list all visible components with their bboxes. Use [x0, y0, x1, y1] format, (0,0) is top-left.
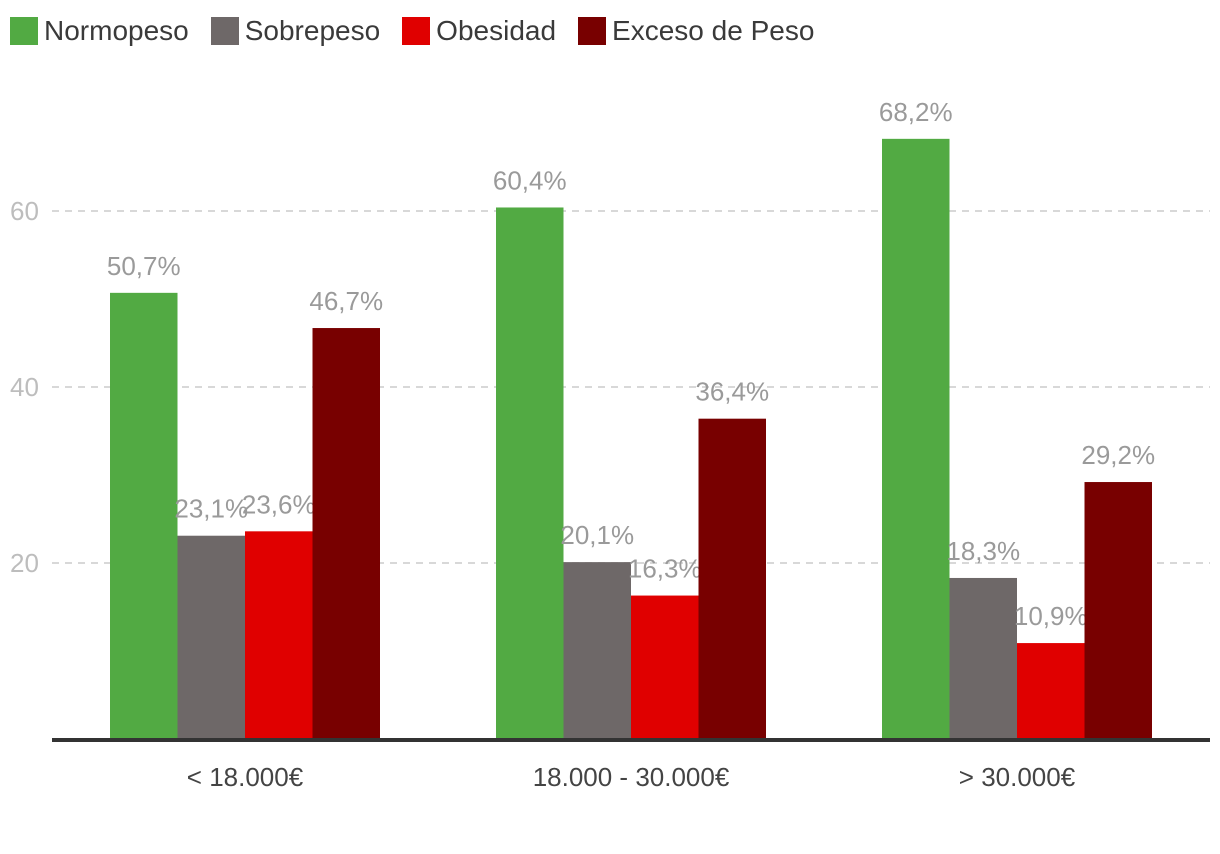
bar: [631, 595, 699, 739]
data-label: 36,4%: [695, 377, 769, 407]
legend-item-2: Obesidad: [402, 15, 556, 47]
legend-label: Normopeso: [44, 15, 189, 46]
data-label: 18,3%: [946, 536, 1020, 566]
x-tick-label: > 30.000€: [959, 762, 1076, 792]
data-label: 23,1%: [174, 494, 248, 524]
bar: [882, 138, 950, 740]
chart-legend: Normopeso Sobrepeso Obesidad Exceso de Peso: [10, 14, 836, 48]
bar: [1017, 643, 1085, 739]
legend-swatch: [10, 17, 38, 45]
legend-item-3: Exceso de Peso: [578, 15, 814, 47]
x-tick-label: < 18.000€: [187, 762, 304, 792]
data-label: 29,2%: [1081, 440, 1155, 470]
legend-item-0: Normopeso: [10, 15, 189, 47]
legend-label: Obesidad: [436, 15, 557, 46]
legend-swatch: [402, 17, 431, 45]
legend-item-1: Sobrepeso: [210, 15, 381, 47]
x-tick-label: 18.000 - 30.000€: [533, 762, 730, 792]
bar: [245, 531, 313, 739]
data-label: 10,9%: [1014, 601, 1088, 631]
data-label: 20,1%: [560, 520, 634, 550]
legend-label: Sobrepeso: [244, 15, 381, 46]
data-label: 50,7%: [107, 251, 181, 281]
data-label: 16,3%: [628, 554, 702, 584]
y-tick-label: 60: [10, 196, 39, 226]
y-tick-label: 20: [10, 548, 39, 578]
bar: [698, 418, 766, 739]
legend-label: Exceso de Peso: [612, 15, 815, 46]
bar: [177, 535, 245, 739]
data-label: 23,6%: [242, 489, 316, 519]
data-label: 68,2%: [879, 97, 953, 127]
bar: [949, 577, 1017, 739]
bar: [312, 328, 380, 739]
bar: [110, 292, 178, 739]
bar: [563, 562, 631, 739]
y-tick-label: 40: [10, 372, 39, 402]
bar: [496, 207, 564, 740]
data-label: 60,4%: [493, 165, 567, 195]
bar: [1084, 482, 1152, 739]
legend-swatch: [578, 17, 607, 45]
data-label: 46,7%: [309, 286, 383, 316]
legend-swatch: [210, 17, 239, 45]
